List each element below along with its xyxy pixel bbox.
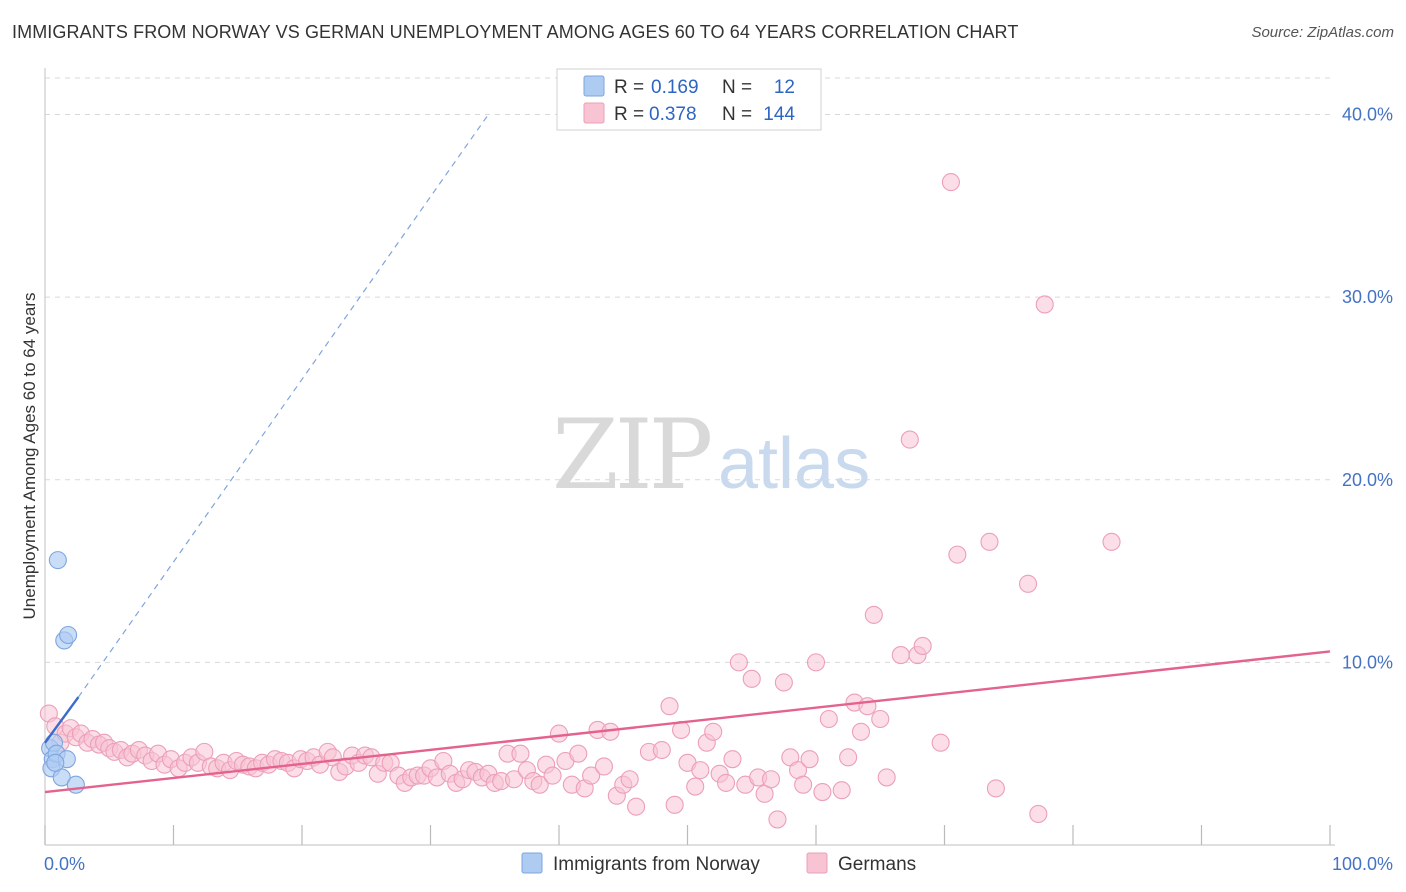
series-legend: Immigrants from Norway Germans (521, 852, 916, 875)
legend-label-norway: Immigrants from Norway (553, 854, 760, 875)
x-tick-label-min: 0.0% (44, 854, 85, 874)
germans-point (665, 795, 684, 814)
legend-label-germans: Germans (838, 854, 916, 875)
germans-point (627, 797, 646, 816)
y-tick-label: 40.0% (1342, 105, 1393, 125)
germans-point (806, 653, 826, 672)
germans-point (913, 636, 932, 655)
germans-point (832, 781, 851, 800)
germans-point (839, 748, 858, 767)
germans-point (582, 766, 601, 785)
germans-point (511, 744, 530, 763)
stats-norway-n-label: N = (722, 77, 752, 98)
stats-germans-r-label: R = (614, 104, 644, 125)
germans-point (1018, 574, 1038, 593)
germans-point (768, 810, 787, 829)
x-tick-label-max: 100.0% (1332, 854, 1393, 874)
germans-point (723, 750, 742, 769)
germans-point (686, 777, 705, 796)
germans-trend-line (44, 650, 1331, 794)
germans-point (716, 773, 736, 792)
y-axis-title: Unemployment Among Ages 60 to 64 years (20, 293, 39, 620)
germans-point (594, 757, 614, 776)
y-tick-label: 20.0% (1342, 470, 1393, 490)
stats-germans-n-value: 144 (763, 104, 795, 125)
stats-norway-r-value: 0.169 (651, 77, 699, 98)
germans-point (774, 673, 793, 692)
germans-point (1029, 804, 1048, 824)
germans-point (980, 532, 999, 551)
gridlines (45, 77, 1330, 663)
y-tick-label: 10.0% (1342, 652, 1393, 672)
germans-point (761, 770, 781, 789)
germans-point (931, 733, 950, 752)
germans-point (900, 430, 919, 449)
germans-point (742, 669, 761, 688)
stats-norway-r-label: R = (614, 77, 644, 98)
germans-point (620, 770, 639, 789)
germans-point (530, 775, 549, 794)
germans-point (800, 750, 819, 769)
germans-point (1102, 532, 1121, 551)
norway-points (41, 551, 85, 794)
stats-swatch-germans (583, 102, 605, 124)
germans-point (1035, 295, 1054, 314)
germans-point (652, 740, 671, 760)
norway-trend-line-extrapolated (77, 114, 489, 698)
y-tick-labels: 10.0% 20.0% 30.0% 40.0% (1342, 105, 1393, 673)
germans-point (877, 768, 896, 787)
watermark-zip: ZIP (552, 399, 711, 511)
norway-trend-line (44, 696, 80, 744)
watermark-atlas: atlas (718, 424, 870, 504)
germans-point (819, 709, 838, 729)
norway-point (46, 753, 65, 772)
stats-germans-n-label: N = (722, 104, 752, 125)
germans-point (891, 646, 910, 665)
norway-point (48, 551, 67, 570)
legend-swatch-norway (521, 852, 543, 874)
trend-lines (44, 114, 1331, 794)
stats-legend: R = 0.169 N = 12 R = 0.378 N = 144 (556, 68, 822, 131)
germans-point (794, 775, 813, 794)
germans-point (729, 653, 748, 672)
germans-point (660, 697, 679, 716)
germans-point (549, 724, 569, 743)
germans-point (986, 779, 1005, 798)
germans-point (851, 722, 871, 741)
stats-germans-r-value: 0.378 (649, 104, 697, 125)
stats-swatch-norway (583, 75, 605, 97)
germans-point (569, 744, 588, 763)
x-ticks (44, 825, 1331, 845)
germans-point (941, 173, 960, 192)
germans-point (691, 761, 710, 780)
germans-point (813, 782, 832, 802)
germans-point (871, 709, 890, 729)
stats-norway-n-value: 12 (774, 77, 795, 98)
chart-source: Source: ZipAtlas.com (1251, 24, 1394, 41)
norway-point (59, 625, 78, 645)
norway-point (66, 775, 85, 794)
germans-point (543, 766, 562, 785)
legend-swatch-germans (806, 852, 828, 874)
germans-point (864, 605, 883, 624)
germans-point (504, 770, 524, 789)
y-tick-label: 30.0% (1342, 287, 1393, 307)
germans-point (948, 545, 967, 564)
germans-point (704, 722, 723, 741)
chart-title: IMMIGRANTS FROM NORWAY VS GERMAN UNEMPLO… (12, 22, 1019, 42)
germans-points (39, 173, 1121, 829)
